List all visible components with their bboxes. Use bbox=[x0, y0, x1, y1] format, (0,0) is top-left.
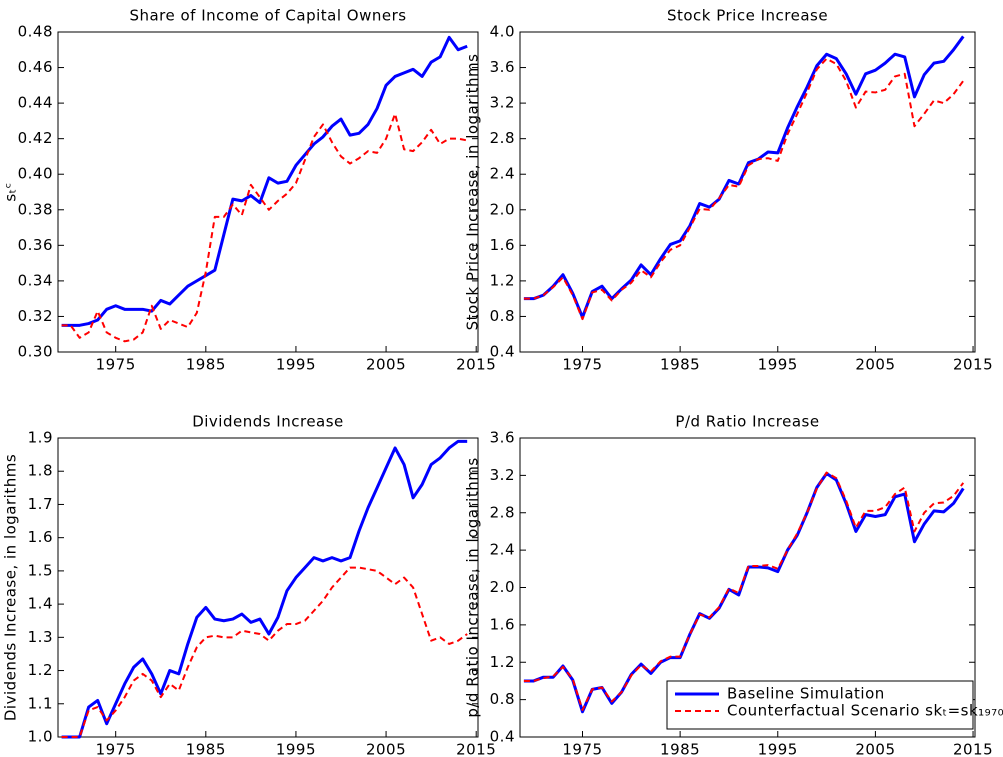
x-tick-label: 2005 bbox=[366, 741, 406, 757]
x-tick-label: 2005 bbox=[366, 356, 406, 374]
y-tick-label: 1.6 bbox=[490, 236, 515, 254]
y-tick-label: 0.44 bbox=[18, 94, 53, 112]
y-tick-label: 1.6 bbox=[28, 528, 53, 546]
y-tick-label: 1.5 bbox=[28, 561, 53, 579]
legend-label: Baseline Simulation bbox=[727, 685, 885, 703]
y-tick-label: 1.7 bbox=[28, 495, 53, 513]
data-line bbox=[61, 439, 468, 739]
data-line bbox=[61, 112, 468, 343]
data-line bbox=[523, 35, 965, 319]
y-tick-label: 1.2 bbox=[490, 271, 515, 289]
data-line bbox=[61, 566, 468, 738]
x-tick-label: 2015 bbox=[456, 741, 496, 757]
y-tick-label: 1.0 bbox=[28, 728, 53, 746]
x-tick-label: 1995 bbox=[276, 741, 316, 757]
y-tick-label: 2.0 bbox=[490, 578, 515, 596]
y-tick-label: 0.34 bbox=[18, 271, 53, 289]
y-tick-label: 0.46 bbox=[18, 58, 53, 76]
y-axis-label: Stock Price Increase, in logarithms bbox=[464, 54, 482, 331]
y-tick-label: 0.30 bbox=[18, 343, 53, 361]
y-axis-label: Dividends Increase, in logarithms bbox=[2, 454, 20, 721]
x-tick-label: 1985 bbox=[660, 741, 700, 757]
y-tick-label: 2.4 bbox=[490, 541, 515, 559]
y-tick-label: 1.3 bbox=[28, 628, 53, 646]
y-tick-label: 2.4 bbox=[490, 165, 515, 183]
y-tick-label: 1.1 bbox=[28, 694, 53, 712]
y-axis-label: p/d Ratio Increase, in logarithms bbox=[464, 457, 482, 717]
plot-frame bbox=[519, 31, 976, 353]
y-tick-label: 1.2 bbox=[28, 661, 53, 679]
y-tick-label: 1.6 bbox=[490, 615, 515, 633]
y-tick-label: 4.0 bbox=[490, 23, 515, 41]
x-tick-label: 2015 bbox=[953, 356, 993, 374]
chart-title: Stock Price Increase bbox=[667, 7, 828, 25]
y-tick-label: 2.0 bbox=[490, 200, 515, 218]
y-tick-label: 3.6 bbox=[490, 429, 515, 447]
y-tick-label: 0.8 bbox=[490, 690, 515, 708]
x-tick-label: 2005 bbox=[855, 356, 895, 374]
x-tick-label: 1995 bbox=[758, 741, 798, 757]
y-tick-label: 1.4 bbox=[28, 595, 53, 613]
x-tick-label: 1995 bbox=[276, 356, 316, 374]
y-tick-label: 3.2 bbox=[490, 466, 515, 484]
y-axis-label: sₜᶜ bbox=[2, 182, 20, 201]
plot-frame bbox=[57, 437, 479, 738]
chart-title: Dividends Increase bbox=[192, 413, 344, 431]
y-tick-label: 2.8 bbox=[490, 503, 515, 521]
y-tick-label: 1.2 bbox=[490, 653, 515, 671]
x-tick-label: 1985 bbox=[186, 356, 226, 374]
x-tick-label: 1985 bbox=[660, 356, 700, 374]
y-tick-label: 0.8 bbox=[490, 307, 515, 325]
legend-box bbox=[666, 680, 974, 730]
x-tick-label: 1985 bbox=[186, 741, 226, 757]
y-tick-label: 0.40 bbox=[18, 165, 53, 183]
y-tick-label: 3.6 bbox=[490, 58, 515, 76]
x-tick-label: 1975 bbox=[96, 356, 136, 374]
chart-title: P/d Ratio Increase bbox=[675, 413, 819, 431]
y-tick-label: 0.48 bbox=[18, 23, 53, 41]
plot-frame bbox=[57, 31, 479, 353]
y-tick-label: 0.4 bbox=[490, 728, 515, 746]
x-tick-label: 2015 bbox=[953, 741, 993, 757]
y-tick-label: 2.8 bbox=[490, 129, 515, 147]
y-tick-label: 0.38 bbox=[18, 200, 53, 218]
data-line bbox=[61, 35, 468, 327]
x-tick-label: 2005 bbox=[855, 741, 895, 757]
y-tick-label: 0.32 bbox=[18, 307, 53, 325]
y-tick-label: 0.36 bbox=[18, 236, 53, 254]
y-tick-label: 3.2 bbox=[490, 94, 515, 112]
y-tick-label: 0.42 bbox=[18, 129, 53, 147]
y-tick-label: 1.8 bbox=[28, 462, 53, 480]
chart-title: Share of Income of Capital Owners bbox=[129, 7, 406, 25]
legend-label: Counterfactual Scenario skₜ=sk₁₉₇₀ bbox=[727, 702, 1003, 720]
y-tick-label: 1.9 bbox=[28, 429, 53, 447]
x-tick-label: 1975 bbox=[96, 741, 136, 757]
x-tick-label: 2015 bbox=[456, 356, 496, 374]
x-tick-label: 1995 bbox=[758, 356, 798, 374]
data-line bbox=[523, 472, 965, 714]
x-tick-label: 1975 bbox=[562, 741, 602, 757]
x-tick-label: 1975 bbox=[562, 356, 602, 374]
y-tick-label: 0.4 bbox=[490, 343, 515, 361]
data-line bbox=[523, 471, 965, 711]
data-line bbox=[523, 57, 965, 321]
